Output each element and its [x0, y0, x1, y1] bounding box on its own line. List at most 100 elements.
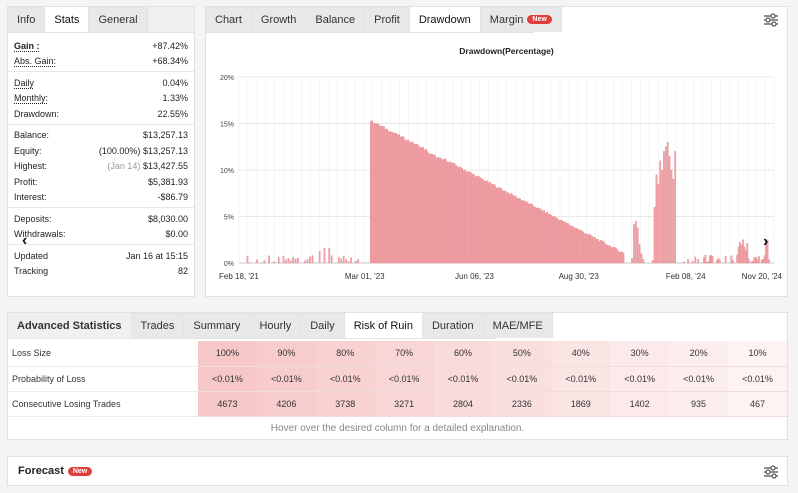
table-cell[interactable]: 10%	[728, 341, 787, 367]
stat-label: Tracking	[14, 266, 49, 277]
chart-bar	[453, 163, 456, 264]
table-cell[interactable]: <0.01%	[610, 366, 670, 392]
chart-bar	[514, 195, 517, 264]
table-cell[interactable]: <0.01%	[669, 366, 729, 392]
sliders-icon[interactable]	[763, 13, 779, 27]
chart-bar	[606, 244, 608, 264]
chart-bar	[411, 141, 414, 264]
new-badge: New	[67, 466, 93, 476]
stat-label: Balance:	[14, 130, 50, 141]
tab-daily[interactable]: Daily	[301, 313, 345, 338]
table-cell[interactable]: 1402	[610, 391, 670, 417]
tab-balance[interactable]: Balance	[306, 7, 366, 32]
stat-note: (100.00%)	[98, 145, 141, 156]
tab-general[interactable]: General	[89, 7, 148, 32]
tab-stats[interactable]: Stats	[45, 7, 90, 32]
chart-bar	[724, 255, 727, 264]
chart-bar	[708, 255, 711, 264]
stat-label[interactable]: Gain :	[14, 40, 40, 51]
table-cell[interactable]: 2804	[433, 391, 493, 417]
chart-bar	[555, 217, 557, 264]
chevron-right-icon[interactable]: ›	[763, 233, 769, 250]
table-cell[interactable]: 100%	[198, 341, 257, 367]
stat-daily: Daily 0.04%	[8, 75, 194, 91]
tab-chart[interactable]: Chart	[206, 7, 252, 32]
tab-drawdown[interactable]: Drawdown	[409, 7, 481, 32]
chart-bar	[591, 236, 593, 264]
chart-bar	[465, 171, 468, 264]
tab-margin[interactable]: Margin New	[480, 7, 562, 32]
sliders-icon[interactable]	[763, 465, 779, 479]
table-cell[interactable]: 2336	[492, 391, 552, 417]
chart-bar	[579, 229, 581, 264]
tab-growth[interactable]: Growth	[251, 7, 307, 32]
chart-bar	[420, 146, 423, 264]
table-cell[interactable]: <0.01%	[198, 366, 257, 392]
table-cell[interactable]: 60%	[433, 341, 493, 367]
tab-duration[interactable]: Duration	[422, 313, 484, 338]
table-cell[interactable]: 4206	[256, 391, 316, 417]
chart-bar	[292, 257, 295, 264]
chart-bar	[410, 142, 412, 264]
y-tick-label: 0%	[224, 261, 234, 268]
table-cell[interactable]: <0.01%	[256, 366, 316, 392]
stat-value: 1.33%	[162, 93, 188, 104]
table-cell[interactable]: 20%	[669, 341, 729, 367]
table-cell[interactable]: 3738	[315, 391, 375, 417]
tab-risk-of-ruin[interactable]: Risk of Ruin	[344, 313, 423, 338]
table-cell[interactable]: 1869	[551, 391, 611, 417]
chart-bar	[256, 259, 258, 264]
tab-profit[interactable]: Profit	[365, 7, 410, 32]
row-label: Loss Size	[8, 341, 198, 367]
table-cell[interactable]: <0.01%	[551, 366, 611, 392]
chart-tabs: Chart Growth Balance Profit Drawdown Mar…	[206, 7, 562, 33]
chart-bar	[384, 129, 387, 264]
table-cell[interactable]: <0.01%	[492, 366, 552, 392]
chart-bar	[517, 198, 520, 264]
stat-label[interactable]: Monthly:	[14, 93, 49, 104]
chart-bar	[289, 260, 292, 264]
chart-bar	[505, 192, 508, 264]
chart-bar	[561, 219, 563, 264]
chart-bar	[522, 200, 525, 264]
chart-bar	[375, 123, 378, 264]
stat-value: $8,030.00	[147, 213, 188, 224]
tab-trades[interactable]: Trades	[131, 313, 185, 338]
stat-label[interactable]: Abs. Gain:	[14, 56, 57, 67]
tab-hourly[interactable]: Hourly	[250, 313, 302, 338]
table-cell[interactable]: <0.01%	[315, 366, 375, 392]
table-cell[interactable]: 30%	[610, 341, 670, 367]
tab-info[interactable]: Info	[8, 7, 46, 32]
chart-bar	[330, 255, 333, 264]
table-cell[interactable]: 50%	[492, 341, 552, 367]
table-cell[interactable]: <0.01%	[433, 366, 493, 392]
chart-bar	[390, 131, 393, 264]
chart-bar	[431, 153, 433, 264]
chart-bar	[547, 213, 550, 264]
chart-bar	[507, 192, 510, 264]
chart-bar	[495, 187, 498, 264]
table-cell[interactable]: 80%	[315, 341, 375, 367]
chart-bar	[405, 140, 408, 264]
table-cell[interactable]: 935	[669, 391, 729, 417]
table-cell[interactable]: 40%	[551, 341, 611, 367]
chevron-left-icon[interactable]: ‹	[22, 232, 28, 249]
chart-bar	[594, 237, 596, 264]
table-cell[interactable]: 3271	[374, 391, 434, 417]
chart-bar	[716, 259, 718, 264]
table-cell[interactable]: 90%	[256, 341, 316, 367]
table-cell[interactable]: <0.01%	[374, 366, 434, 392]
chart-bar	[437, 157, 439, 264]
tab-advanced-statistics[interactable]: Advanced Statistics	[8, 313, 132, 338]
table-cell[interactable]: 70%	[374, 341, 434, 367]
table-cell[interactable]: <0.01%	[728, 366, 787, 392]
chart-bar	[501, 189, 504, 264]
y-tick-label: 15%	[220, 122, 234, 129]
table-cell[interactable]: 4673	[198, 391, 257, 417]
table-cell[interactable]: 467	[728, 391, 787, 417]
chart-bar	[402, 136, 405, 264]
tab-summary[interactable]: Summary	[184, 313, 251, 338]
stat-label[interactable]: Daily	[14, 77, 35, 88]
x-tick-label: Aug 30, '23	[559, 272, 600, 281]
tab-mae-mfe[interactable]: MAE/MFE	[483, 313, 553, 338]
